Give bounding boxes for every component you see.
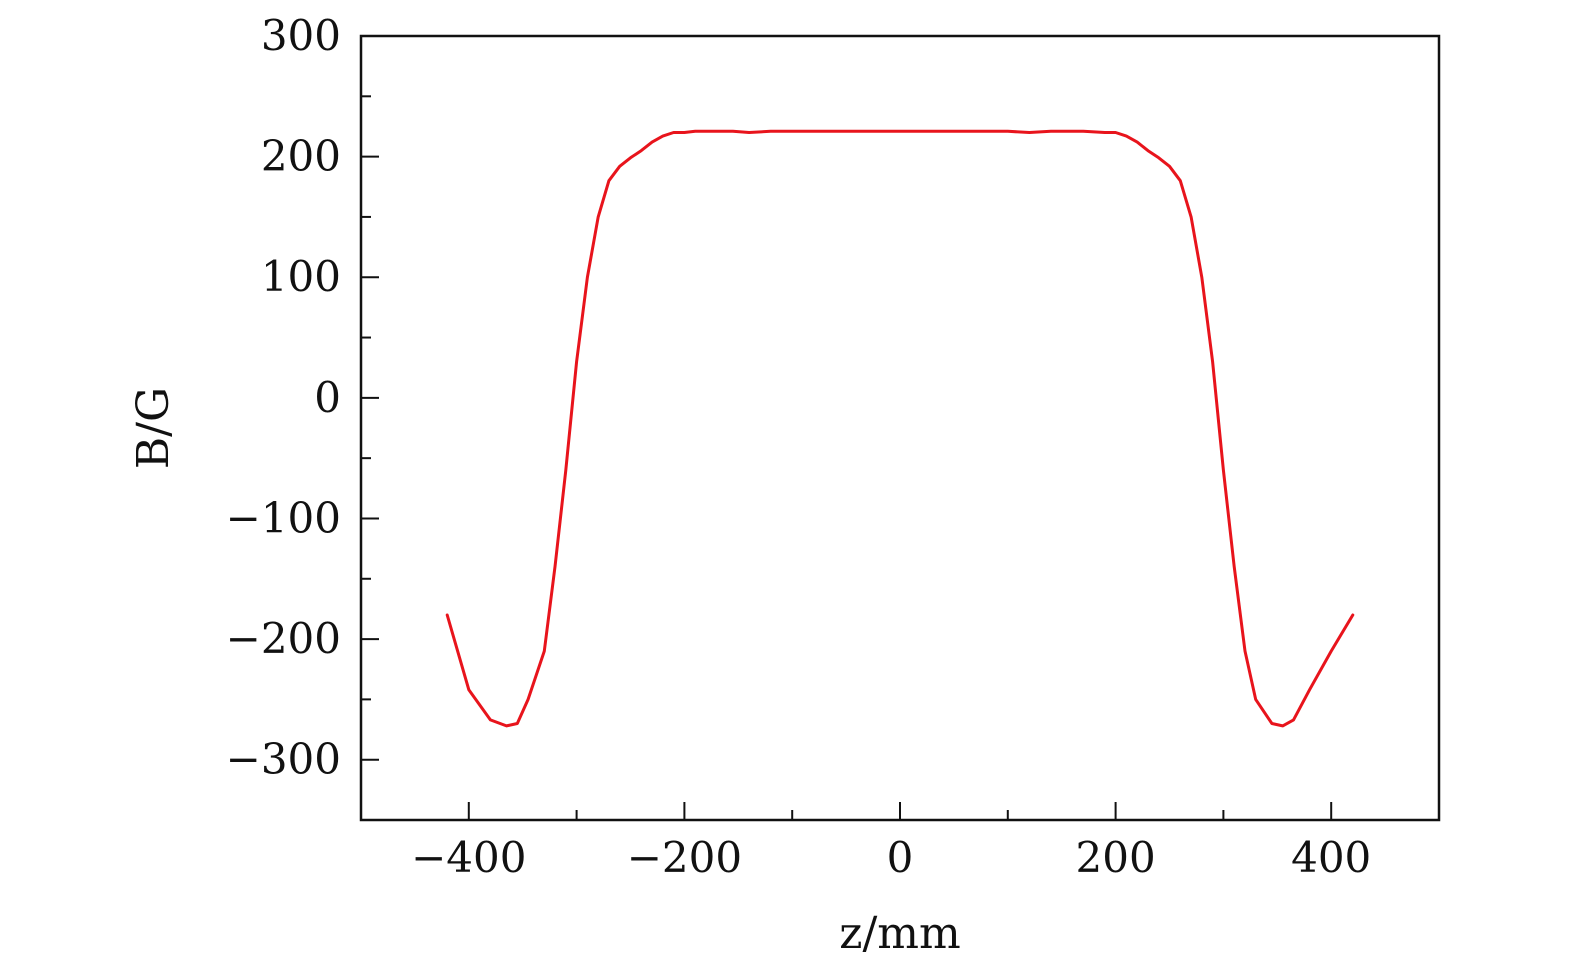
x-tick-label: 200: [1076, 833, 1156, 882]
y-axis-title: B/G: [128, 387, 179, 469]
ticks-layer: [361, 35, 1333, 820]
x-axis-title: z/mm: [839, 908, 960, 959]
x-tick-label: 0: [887, 833, 914, 882]
y-tick-label: 0: [314, 373, 341, 422]
y-tick-label: 300: [261, 11, 341, 60]
y-tick-label: 100: [261, 252, 341, 301]
y-tick-label: −100: [226, 493, 341, 542]
y-tick-label: −200: [226, 614, 341, 663]
series-line: [445, 129, 1355, 728]
y-tick-label: −300: [226, 735, 341, 784]
x-tick-label: −200: [627, 833, 742, 882]
x-tick-label: −400: [411, 833, 526, 882]
x-tick-label: 400: [1291, 833, 1371, 882]
y-tick-label: 200: [261, 132, 341, 181]
tick-labels-layer: −400 −200 0 200 400 300 200 100 0 −100 −200 −300: [226, 11, 1372, 882]
plot-frame: [359, 34, 1441, 822]
